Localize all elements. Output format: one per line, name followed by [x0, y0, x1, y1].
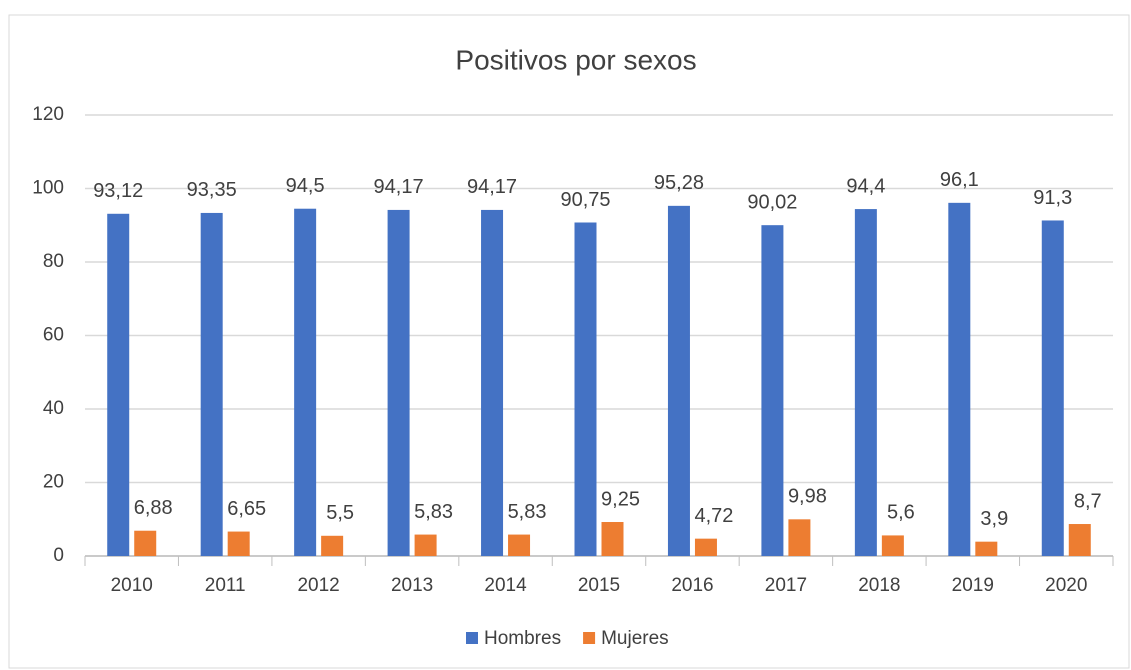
value-label: 6,88 [134, 497, 173, 519]
value-label: 94,5 [286, 175, 325, 197]
value-label: 93,12 [93, 180, 143, 202]
bar [200, 212, 223, 556]
bar [975, 541, 998, 556]
value-label: 4,72 [694, 505, 733, 527]
value-label: 5,83 [508, 501, 547, 523]
legend-swatch [583, 632, 596, 644]
value-label: 9,25 [601, 488, 640, 510]
bar [1068, 524, 1091, 556]
chart-border [8, 14, 1130, 669]
chart-title: Positivos por sexos [455, 44, 696, 75]
x-tick-label: 2011 [205, 575, 246, 596]
value-label: 5,6 [887, 502, 915, 524]
value-label: 9,98 [788, 486, 827, 508]
value-label: 6,65 [227, 498, 266, 520]
value-label: 3,9 [980, 508, 1008, 530]
value-label: 94,17 [374, 176, 424, 198]
y-tick-label: 40 [43, 398, 64, 419]
value-label: 5,83 [414, 501, 453, 523]
value-label: 90,02 [747, 191, 797, 213]
legend-label: Hombres [484, 628, 561, 649]
bar [667, 205, 690, 556]
x-tick-label: 2012 [297, 575, 339, 596]
value-label: 95,28 [654, 172, 704, 194]
bar [414, 534, 437, 556]
value-label: 93,35 [187, 179, 237, 201]
bar [481, 209, 504, 557]
bar [574, 222, 597, 556]
y-tick-label: 20 [43, 472, 64, 493]
x-tick-label: 2019 [952, 575, 994, 596]
x-tick-label: 2018 [858, 575, 900, 596]
bar [1041, 220, 1064, 556]
x-tick-label: 2013 [391, 575, 433, 596]
x-tick-label: 2010 [111, 575, 153, 596]
legend-label: Mujeres [601, 628, 669, 649]
y-tick-label: 0 [53, 545, 64, 566]
value-label: 5,5 [326, 502, 354, 524]
bar [227, 531, 250, 556]
value-label: 94,4 [846, 175, 885, 197]
y-tick-label: 80 [43, 251, 64, 272]
value-label: 8,7 [1074, 490, 1102, 512]
bar [321, 535, 344, 556]
bar [761, 225, 784, 556]
value-label: 96,1 [940, 169, 979, 191]
x-tick-label: 2014 [484, 575, 527, 596]
value-label: 91,3 [1033, 187, 1072, 209]
bar [387, 209, 410, 557]
bar [694, 538, 717, 556]
bar [294, 208, 317, 556]
value-label: 90,75 [560, 189, 610, 211]
bar [948, 202, 971, 556]
bar [788, 519, 811, 556]
bar [134, 530, 157, 556]
bar [508, 534, 531, 556]
y-tick-label: 100 [32, 178, 64, 199]
y-tick-label: 120 [32, 104, 64, 125]
x-tick-label: 2020 [1045, 575, 1087, 596]
bar [107, 213, 130, 556]
bar [601, 522, 624, 556]
bar [854, 209, 877, 556]
x-tick-label: 2015 [578, 575, 620, 596]
y-tick-label: 60 [43, 325, 64, 346]
x-tick-label: 2016 [671, 575, 713, 596]
bar [881, 535, 904, 556]
x-tick-label: 2017 [765, 575, 807, 596]
value-label: 94,17 [467, 176, 517, 198]
legend-swatch [466, 632, 478, 644]
